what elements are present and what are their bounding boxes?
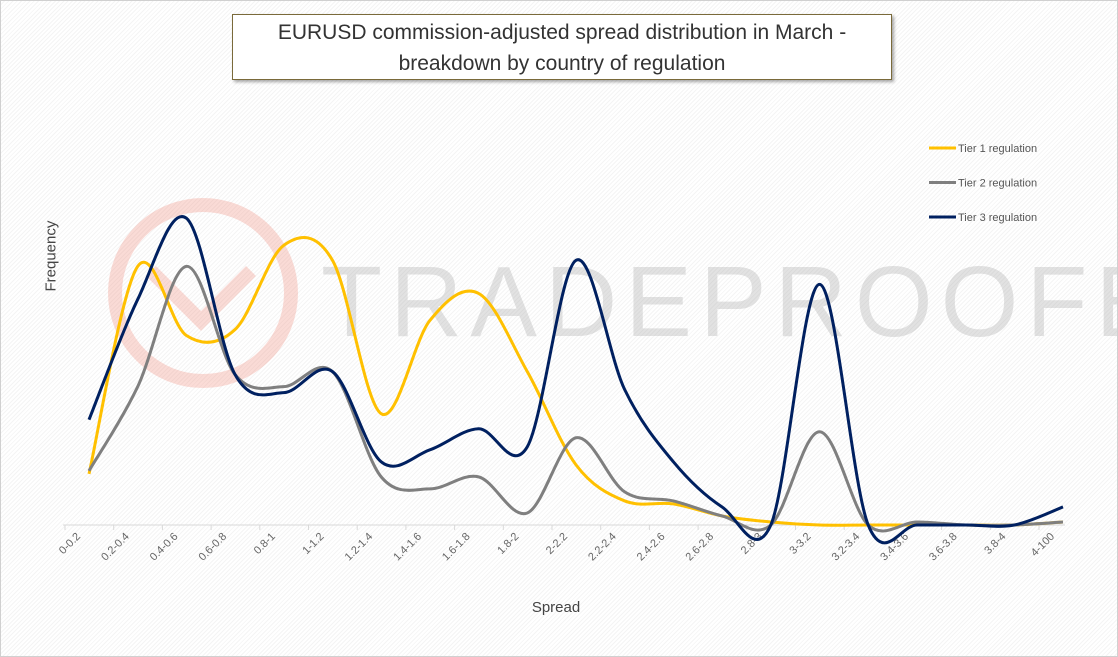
x-tick-label: 1.8-2: [495, 531, 521, 557]
x-tick-label: 2.6-2.8: [684, 531, 717, 564]
x-tick-label: 1-1.2: [300, 531, 326, 557]
x-tick-label: 2-2.2: [544, 531, 570, 557]
x-tick-label: 4-100: [1029, 531, 1057, 559]
x-axis-label: Spread: [531, 599, 581, 616]
x-tick-label: 1.4-1.6: [391, 531, 424, 564]
x-tick-label: 0.8-1: [252, 531, 278, 557]
x-tick-label: 3.6-3.8: [927, 531, 960, 564]
x-tick-label: 2.4-2.6: [635, 531, 668, 564]
x-tick-label: 2.8-3: [739, 531, 765, 557]
watermark-text: TRADEPROOFER: [321, 246, 1117, 358]
legend-label: Tier 3 regulation: [958, 212, 1037, 224]
series-line-tier-3-regulation: [87, 215, 1064, 545]
x-tick-label: 0.2-0.4: [99, 531, 132, 564]
x-tick-label: 2.2-2.4: [586, 531, 619, 564]
x-tick-label: 0.4-0.6: [148, 531, 181, 564]
x-tick-label: 0-0.2: [57, 531, 83, 557]
legend-label: Tier 2 regulation: [958, 178, 1037, 190]
chart-title: EURUSD commission-adjusted spread distri…: [232, 14, 892, 80]
x-tick-label: 3.8-4: [982, 531, 1008, 557]
x-tick-label: 3.4-3.6: [878, 531, 911, 564]
series-line-tier-1-regulation: [87, 236, 1064, 527]
legend-label: Tier 1 regulation: [958, 143, 1037, 155]
y-axis-label: Frequency: [42, 220, 60, 292]
watermark: TRADEPROOFER: [108, 198, 1117, 388]
x-tick-label: 0.6-0.8: [197, 531, 230, 564]
x-tick-label: 3-3.2: [787, 531, 813, 557]
x-tick-label: 1.6-1.8: [440, 531, 473, 564]
x-tick-label: 1.2-1.4: [343, 531, 376, 564]
x-tick-label: 3.2-3.4: [830, 531, 863, 564]
